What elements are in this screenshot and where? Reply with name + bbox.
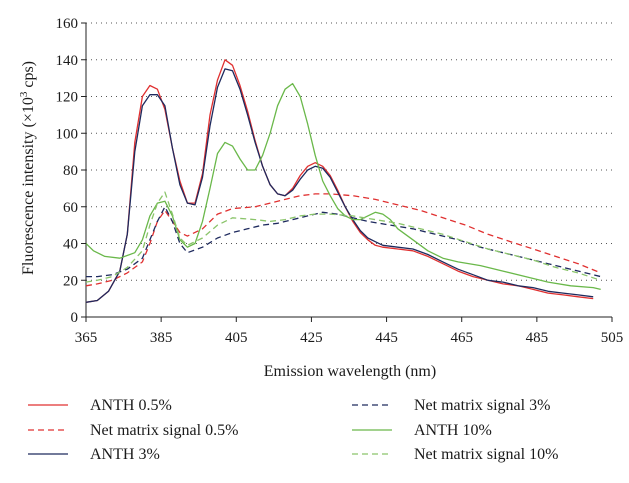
legend-item-net-matrix-signal-10pct: Net matrix signal 10% bbox=[352, 446, 558, 463]
legend-item-anth-0-5pct: ANTH 0.5% bbox=[28, 397, 172, 414]
legend-item-net-matrix-signal-0-5pct: Net matrix signal 0.5% bbox=[28, 422, 238, 439]
legend-item-anth-10pct: ANTH 10% bbox=[352, 422, 492, 439]
legend: ANTH 0.5% Net matrix signal 0.5% ANTH 3% Ne… bbox=[28, 397, 558, 463]
legend-item-anth-3pct: ANTH 3% bbox=[28, 446, 160, 463]
y-tick-label-4: 80 bbox=[63, 163, 78, 179]
series-line-anth-10pct bbox=[85, 82, 601, 291]
tick-labels: 0 20 40 60 80 100 120 140 160 365 385 405 425 445 465 4… bbox=[56, 16, 624, 346]
x-tick-label-7: 505 bbox=[601, 330, 624, 346]
y-axis-title-end: cps) bbox=[20, 61, 37, 92]
legend-label-anth-10pct: ANTH 10% bbox=[414, 422, 492, 439]
x-tick-label-6: 485 bbox=[526, 330, 549, 346]
y-tick-label-3: 60 bbox=[63, 200, 78, 216]
y-tick-label-1: 20 bbox=[63, 273, 78, 289]
legend-label-anth-0-5pct: ANTH 0.5% bbox=[90, 397, 172, 414]
x-tick-label-4: 445 bbox=[375, 330, 398, 346]
x-axis-title: Emission wavelength (nm) bbox=[264, 363, 436, 380]
x-tick-label-0: 365 bbox=[75, 330, 98, 346]
series-line-anth-0-5pct bbox=[85, 59, 594, 303]
y-axis-title-main: Fluorescence intensity (×10 bbox=[20, 97, 37, 275]
y-axis-title: Fluorescence intensity (×103 cps) bbox=[18, 61, 37, 275]
legend-label-anth-3pct: ANTH 3% bbox=[90, 446, 160, 463]
series-line-anth-3pct bbox=[85, 68, 594, 303]
y-tick-label-2: 40 bbox=[63, 237, 78, 253]
grid-lines bbox=[86, 22, 612, 281]
legend-label-net-matrix-signal-0-5pct: Net matrix signal 0.5% bbox=[90, 422, 238, 439]
y-tick-label-6: 120 bbox=[56, 90, 79, 106]
legend-label-net-matrix-signal-10pct: Net matrix signal 10% bbox=[414, 446, 558, 463]
series-line-net-matrix-signal-10pct bbox=[85, 191, 601, 283]
y-tick-label-8: 160 bbox=[56, 16, 79, 32]
x-tick-label-5: 465 bbox=[450, 330, 473, 346]
axes bbox=[85, 23, 612, 318]
legend-label-net-matrix-signal-3pct: Net matrix signal 3% bbox=[414, 397, 550, 414]
x-tick-label-1: 385 bbox=[150, 330, 173, 346]
legend-item-net-matrix-signal-3pct: Net matrix signal 3% bbox=[352, 397, 550, 414]
y-tick-label-0: 0 bbox=[71, 310, 79, 326]
y-tick-label-5: 100 bbox=[56, 126, 79, 142]
series-line-net-matrix-signal-0-5pct bbox=[85, 193, 601, 287]
series-line-net-matrix-signal-3pct bbox=[86, 206, 601, 278]
y-axis-title-superscript: 3 bbox=[18, 91, 30, 97]
series-lines bbox=[85, 59, 601, 303]
x-tick-label-2: 405 bbox=[225, 330, 248, 346]
x-tick-label-3: 425 bbox=[300, 330, 323, 346]
y-tick-label-7: 140 bbox=[56, 53, 79, 69]
